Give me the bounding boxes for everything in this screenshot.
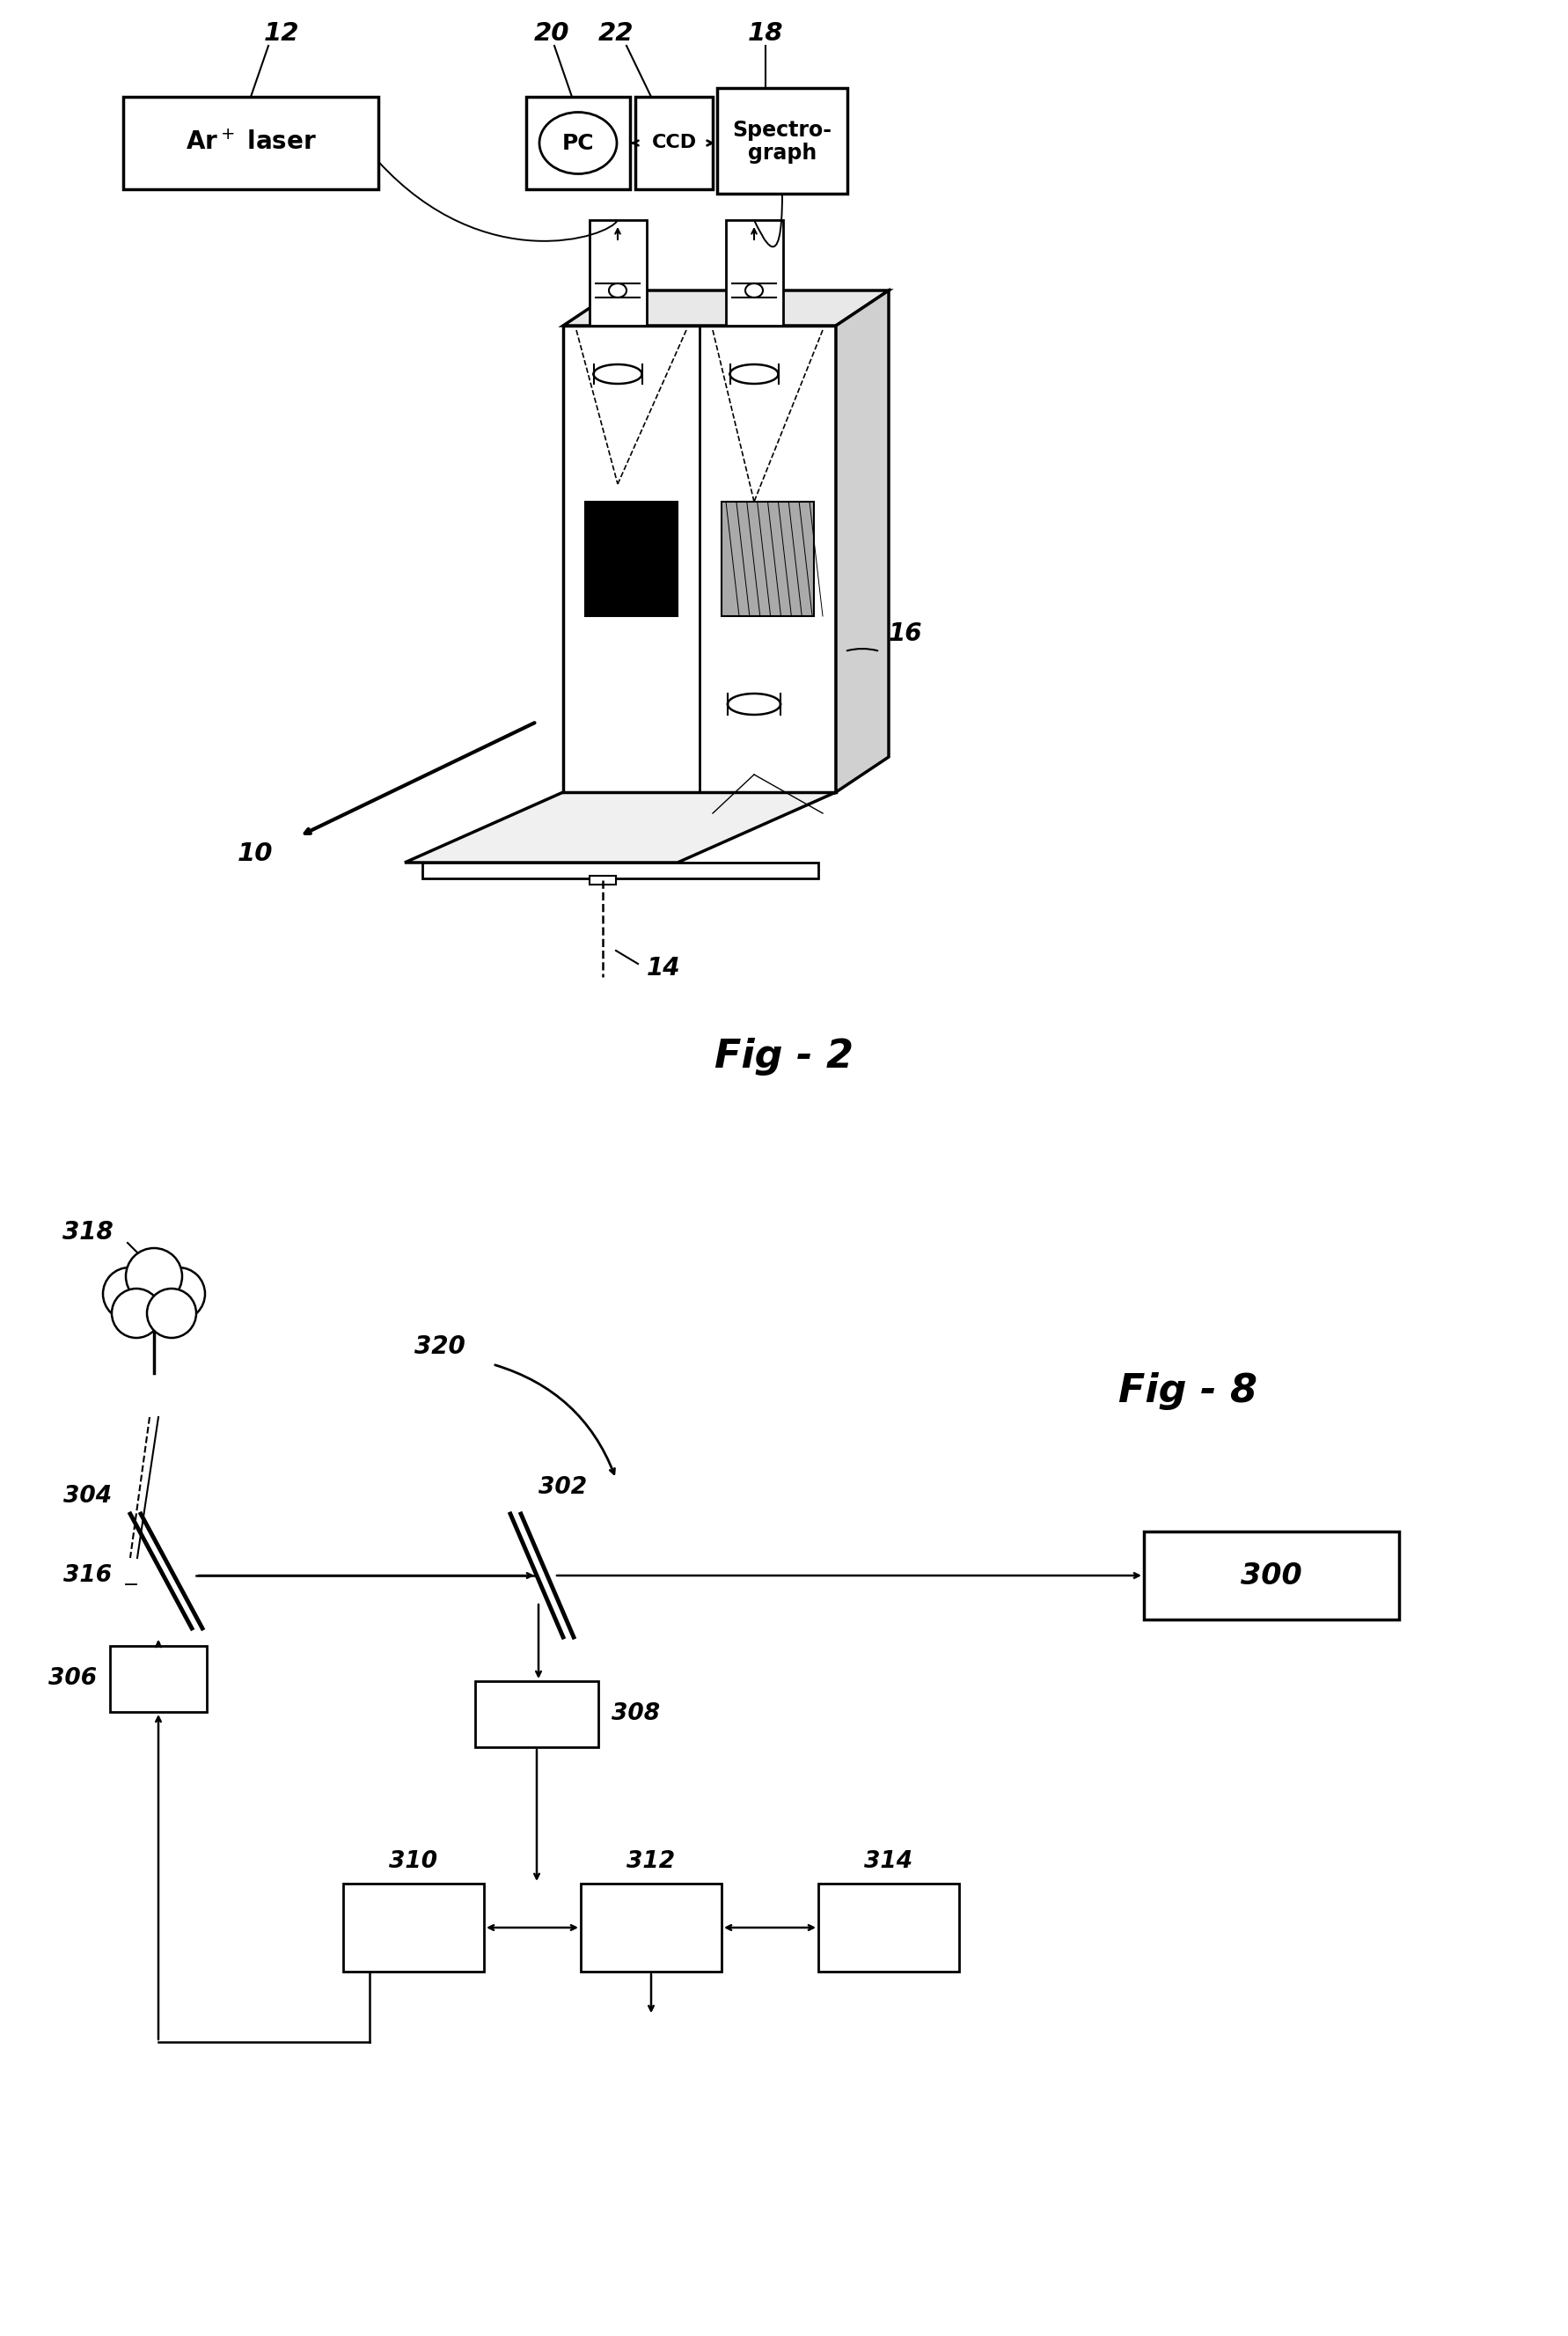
Text: Fig - 8: Fig - 8 [1118,1371,1258,1409]
Circle shape [103,1268,155,1320]
Text: Ar$^+$ laser: Ar$^+$ laser [185,131,317,157]
Text: PC: PC [561,133,594,154]
Circle shape [147,1289,196,1339]
Text: 20: 20 [533,21,569,47]
Text: 318: 318 [63,1219,113,1245]
Bar [580,1883,721,1972]
Text: 302: 302 [539,1476,588,1500]
Text: 300: 300 [1240,1560,1301,1591]
Text: 14: 14 [646,955,681,981]
Circle shape [152,1268,205,1320]
Text: 312: 312 [627,1850,676,1873]
Text: 304: 304 [64,1486,113,1507]
Text: 306: 306 [49,1668,97,1691]
Text: Fig - 2: Fig - 2 [715,1037,853,1075]
Text: 320: 320 [414,1334,466,1360]
Bar [343,1883,485,1972]
Bar [726,220,782,325]
Bar [635,96,713,189]
Bar [124,96,378,189]
Ellipse shape [539,112,616,173]
Circle shape [111,1289,162,1339]
Text: Spectro-: Spectro- [732,119,833,140]
Circle shape [125,1247,182,1303]
Bar [590,876,616,885]
Text: 314: 314 [864,1850,913,1873]
Polygon shape [563,290,889,325]
Polygon shape [836,290,889,792]
Text: graph: graph [748,142,817,164]
Bar [475,1682,599,1747]
Bar [721,502,814,617]
Text: 310: 310 [389,1850,437,1873]
Text: 12: 12 [263,21,299,47]
Bar [590,220,646,325]
Text: 10: 10 [237,841,273,867]
Text: 22: 22 [597,21,633,47]
Text: 16: 16 [889,621,922,647]
Bar [818,1883,960,1972]
Bar [527,96,630,189]
Bar [422,862,818,878]
Text: 18: 18 [748,21,784,47]
Polygon shape [405,792,836,862]
Bar [585,502,677,617]
Bar [717,89,847,194]
Text: 308: 308 [612,1703,660,1726]
Bar [110,1647,207,1712]
Bar [1145,1532,1399,1619]
Text: CCD: CCD [652,133,696,152]
Text: 316: 316 [64,1565,113,1586]
Bar [563,325,836,792]
